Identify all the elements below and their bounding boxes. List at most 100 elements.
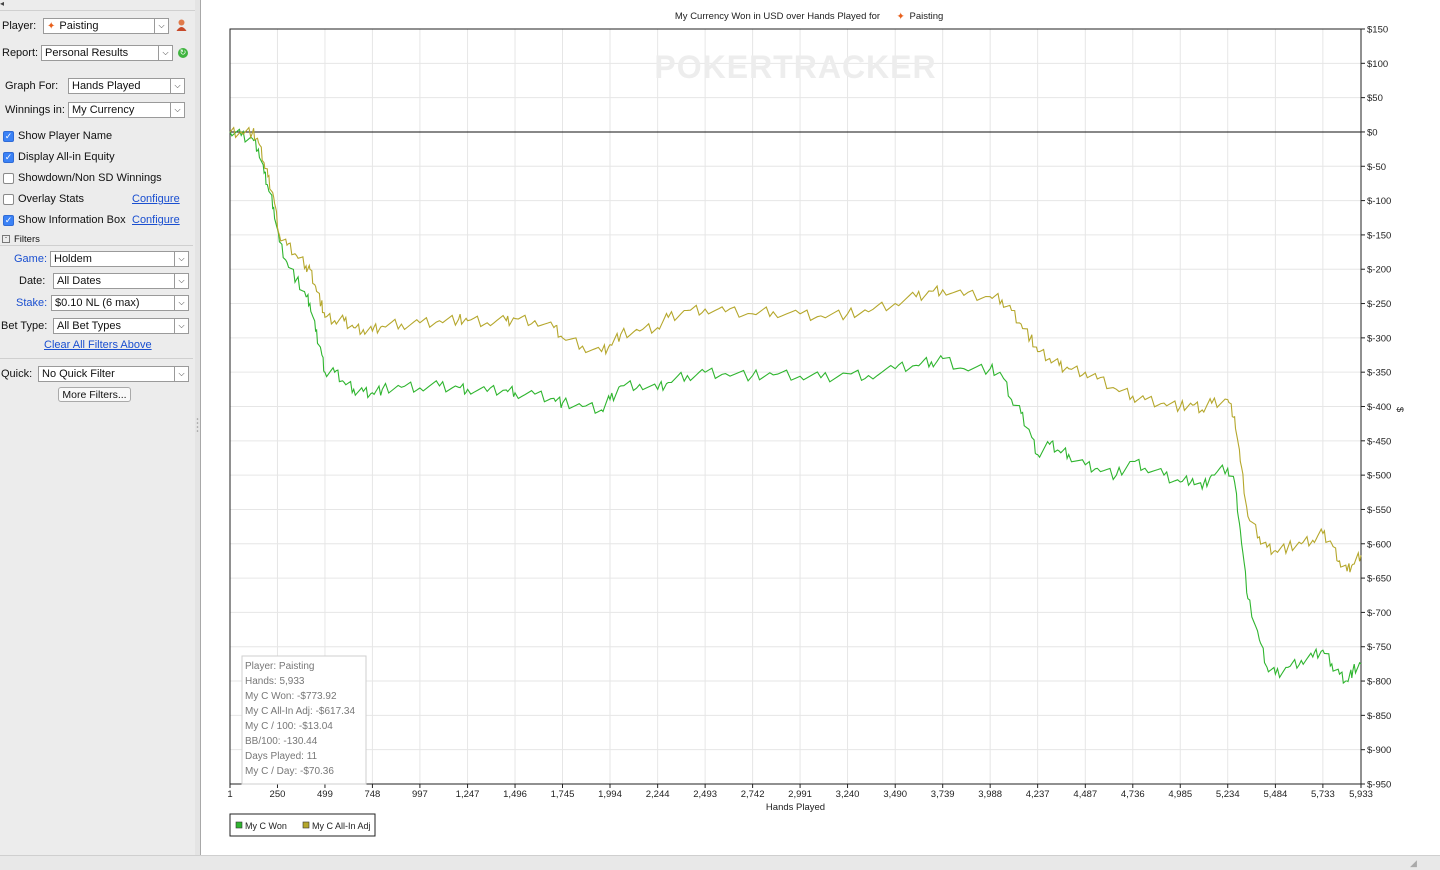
player-select-value: Paisting <box>59 20 99 32</box>
chart-title-player: Paisting <box>910 11 944 22</box>
x-tick-label: 4,487 <box>1073 789 1097 800</box>
report-label: Report: <box>2 47 39 59</box>
y-tick-label: $-50 <box>1367 162 1386 173</box>
quick-filter-select[interactable]: No Quick Filter ⌵ <box>38 366 189 382</box>
y-tick-label: $-400 <box>1367 402 1391 413</box>
chevron-down-icon[interactable]: ⌵ <box>174 274 188 288</box>
chevron-down-icon[interactable]: ⌵ <box>174 252 188 266</box>
y-tick-label: $-100 <box>1367 196 1391 207</box>
graph-panel: POKERTRACKER 1 250 499 748 997 1,247 1,496 1,745… <box>200 0 1440 856</box>
x-tick-label: 3,490 <box>883 789 907 800</box>
bet-type-select[interactable]: All Bet Types ⌵ <box>53 318 189 334</box>
y-tick-label: $-200 <box>1367 265 1391 276</box>
more-filters-button[interactable]: More Filters... <box>58 387 131 402</box>
x-tick-label: 3,739 <box>931 789 955 800</box>
legend-item-label: My C All-In Adj <box>312 821 371 831</box>
chevron-down-icon[interactable]: ⌵ <box>174 296 188 310</box>
overlay-stats-checkbox[interactable]: Overlay Stats <box>3 190 84 208</box>
collapse-arrow-icon[interactable]: ◂ <box>0 0 5 8</box>
x-tick-label: 5,933 <box>1349 789 1373 800</box>
game-label[interactable]: Game: <box>14 253 48 265</box>
site-logo-icon: ✦ <box>897 12 905 23</box>
game-select[interactable]: Holdem ⌵ <box>50 251 189 267</box>
stake-row: Stake: <box>16 294 47 312</box>
refresh-icon[interactable]: ↻ <box>178 48 188 58</box>
x-tick-label: 1,994 <box>598 789 622 800</box>
player-person-icon[interactable] <box>176 19 187 31</box>
graph-for-row: Graph For: <box>5 77 58 95</box>
configure-info-box-link[interactable]: Configure <box>132 214 180 226</box>
panel-collapse-strip[interactable]: ◂ <box>0 0 195 11</box>
checkbox-checked-icon[interactable]: ✓ <box>3 130 14 142</box>
show-player-name-checkbox[interactable]: ✓ Show Player Name <box>3 127 112 145</box>
splitter-grip-icon[interactable] <box>195 0 200 855</box>
y-axis-label: $ <box>1394 407 1405 413</box>
x-tick-label: 1,496 <box>503 789 527 800</box>
checkbox-label: Show Information Box <box>18 214 126 226</box>
game-value: Holdem <box>54 253 92 265</box>
y-tick-label: $-900 <box>1367 745 1391 756</box>
x-tick-label: 5,234 <box>1216 789 1240 800</box>
resize-grip-icon[interactable]: ◢ <box>1410 858 1417 868</box>
chevron-down-icon[interactable]: ⌵ <box>174 319 188 333</box>
information-box-line: Days Played: 11 <box>245 751 318 762</box>
x-tick-label: 2,493 <box>693 789 717 800</box>
series-line-my-c-allin-adj <box>229 126 1362 573</box>
checkbox-checked-icon[interactable]: ✓ <box>3 151 14 163</box>
y-tick-label: $-600 <box>1367 539 1391 550</box>
chevron-down-icon[interactable]: ⌵ <box>154 19 168 33</box>
chevron-down-icon[interactable]: ⌵ <box>174 367 188 381</box>
stake-label[interactable]: Stake: <box>16 297 48 309</box>
report-row: Report: <box>2 44 38 62</box>
player-row: Player: <box>2 17 36 35</box>
checkbox-unchecked-icon[interactable] <box>3 172 14 184</box>
show-info-box-checkbox[interactable]: ✓ Show Information Box <box>3 211 126 229</box>
information-box-line: BB/100: -130.44 <box>245 736 318 747</box>
checkbox-unchecked-icon[interactable] <box>3 193 14 205</box>
information-box-line: My C / 100: -$13.04 <box>245 721 333 732</box>
showdown-winnings-checkbox[interactable]: Showdown/Non SD Winnings <box>3 169 162 187</box>
date-value: All Dates <box>57 275 102 287</box>
report-select-value: Personal Results <box>45 47 129 59</box>
information-box <box>241 655 367 785</box>
x-tick-label: 1 <box>227 789 232 800</box>
information-box-line: Player: Paisting <box>245 661 314 672</box>
graph-for-select[interactable]: Hands Played ⌵ <box>68 78 185 94</box>
status-bar: ◢ <box>0 855 1440 870</box>
chevron-down-icon[interactable]: ⌵ <box>170 103 184 117</box>
bet-type-label: Bet Type: <box>1 320 48 332</box>
chevron-down-icon[interactable]: ⌵ <box>170 79 184 93</box>
y-tick-label: $-800 <box>1367 677 1391 688</box>
date-label: Date: <box>19 275 46 287</box>
legend-item-label: My C Won <box>245 821 287 831</box>
checkbox-label: Display All-in Equity <box>18 151 115 163</box>
quick-filter-value: No Quick Filter <box>42 368 115 380</box>
legend-box <box>229 813 376 837</box>
game-row: Game: <box>14 250 47 268</box>
winnings-in-value: My Currency <box>72 104 135 116</box>
collapse-minus-icon[interactable]: - <box>2 235 10 243</box>
date-select[interactable]: All Dates ⌵ <box>53 273 189 289</box>
series-line-my-c-won <box>229 128 1362 685</box>
player-select[interactable]: ✦ Paisting ⌵ <box>43 18 169 34</box>
panel-splitter[interactable] <box>195 0 200 855</box>
graph-for-label: Graph For: <box>5 80 59 92</box>
y-tick-label: $-850 <box>1367 711 1391 722</box>
checkbox-label: Showdown/Non SD Winnings <box>18 172 162 184</box>
clear-all-filters-link[interactable]: Clear All Filters Above <box>44 339 152 351</box>
information-box-line: My C / Day: -$70.36 <box>245 766 334 777</box>
checkbox-checked-icon[interactable]: ✓ <box>3 214 14 226</box>
chevron-down-icon[interactable]: ⌵ <box>158 46 172 60</box>
x-tick-label: 250 <box>270 789 286 800</box>
x-tick-label: 2,244 <box>646 789 670 800</box>
winnings-in-select[interactable]: My Currency ⌵ <box>68 102 185 118</box>
stake-select[interactable]: $0.10 NL (6 max) ⌵ <box>51 295 189 311</box>
legend-swatch <box>235 821 243 829</box>
y-tick-label: $-300 <box>1367 333 1391 344</box>
information-box-line: Hands: 5,933 <box>245 676 305 687</box>
configure-overlay-link[interactable]: Configure <box>132 193 180 205</box>
x-tick-label: 4,237 <box>1026 789 1050 800</box>
filters-section-header[interactable]: - Filters <box>0 233 195 245</box>
display-allin-equity-checkbox[interactable]: ✓ Display All-in Equity <box>3 148 115 166</box>
report-select[interactable]: Personal Results ⌵ <box>41 45 173 61</box>
